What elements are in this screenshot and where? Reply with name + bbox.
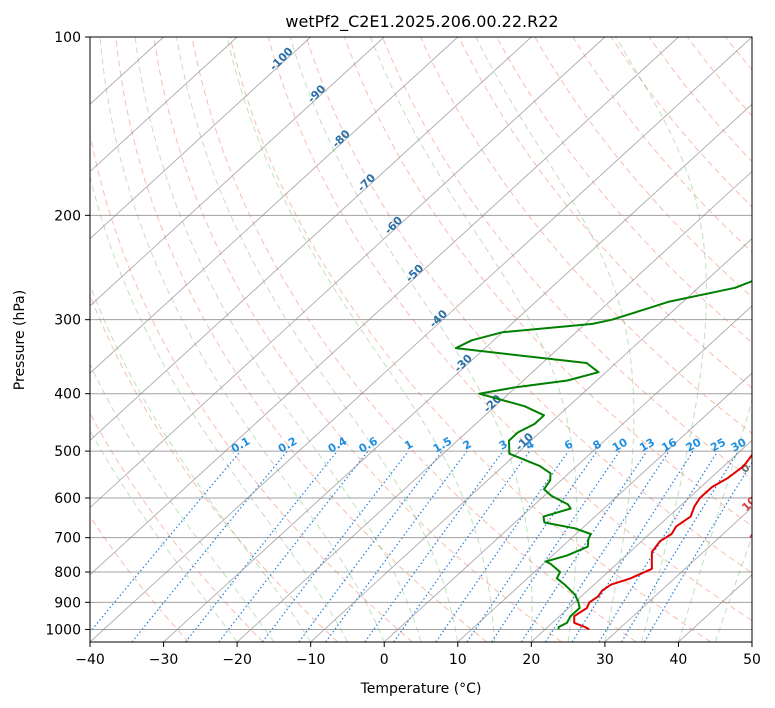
dry-adiabat xyxy=(90,412,264,642)
isotherm xyxy=(90,37,459,374)
dry-adiabat xyxy=(90,293,339,642)
moist-adiabat xyxy=(99,37,385,642)
isotherm xyxy=(90,37,532,441)
background-lines xyxy=(90,37,752,642)
y-tick-label: 100 xyxy=(54,30,81,46)
dry-adiabat xyxy=(420,37,752,435)
isotherm xyxy=(90,37,238,173)
x-tick-label: 40 xyxy=(670,652,688,668)
isotherm xyxy=(90,37,606,509)
isotherm xyxy=(90,37,752,642)
x-tick-label: 0 xyxy=(380,652,389,668)
plot-frame xyxy=(89,36,753,643)
dry-adiabat xyxy=(648,37,752,163)
dry-adiabat xyxy=(343,37,752,527)
mixing-ratio-line xyxy=(262,450,409,642)
moist-adiabat xyxy=(90,429,238,642)
x-tick-label: −10 xyxy=(296,652,326,668)
moist-adiabat xyxy=(90,174,348,642)
chart-title: wetPf2_C2E1.2025.206.00.22.R22 xyxy=(285,12,558,32)
mixing-ratio-line xyxy=(598,450,719,642)
isotherm xyxy=(90,37,385,307)
dry-adiabat xyxy=(572,37,752,253)
y-tick-label: 300 xyxy=(54,313,81,329)
mixing-ratio-line xyxy=(364,450,504,642)
dry-adiabat xyxy=(153,37,562,642)
moist-adiabat xyxy=(289,37,533,642)
mixing-ratio-line xyxy=(466,450,598,642)
y-tick-label: 200 xyxy=(54,208,81,224)
dry-adiabat xyxy=(90,131,413,642)
moist-adiabat xyxy=(370,37,578,642)
x-tick-label: 20 xyxy=(522,652,540,668)
y-axis-label: Pressure (hPa) xyxy=(12,290,28,390)
x-tick-label: 50 xyxy=(743,652,761,668)
dry-adiabat xyxy=(496,37,752,344)
x-tick-label: 30 xyxy=(596,652,614,668)
profiles xyxy=(454,280,752,631)
mixing-ratio-line xyxy=(90,450,241,634)
x-tick-label: −30 xyxy=(149,652,179,668)
x-tick-label: 10 xyxy=(449,652,467,668)
isotherm xyxy=(236,170,752,642)
mixing-ratio-line xyxy=(435,450,569,642)
y-axis: 100 200 300 400 500 600 700 800 900 1000 xyxy=(45,30,90,638)
dry-adiabat xyxy=(229,37,712,642)
dry-adiabat xyxy=(191,37,637,642)
mixing-ratio-line xyxy=(185,450,338,642)
moist-adiabat xyxy=(90,363,275,642)
moist-adiabat xyxy=(714,535,752,642)
isotherm xyxy=(457,372,752,642)
isotherm xyxy=(531,439,752,642)
mixing-ratio-line xyxy=(218,450,369,642)
y-tick-label: 600 xyxy=(54,491,81,507)
isotherm xyxy=(310,238,752,642)
x-axis-label: Temperature (°C) xyxy=(360,681,482,697)
y-tick-label: 900 xyxy=(54,595,81,611)
moist-adiabat xyxy=(475,37,635,642)
moist-adiabat xyxy=(677,398,752,642)
y-tick-label: 700 xyxy=(54,531,81,547)
mixing-ratio-line xyxy=(545,450,670,642)
moist-adiabat-label: 20 xyxy=(747,525,767,545)
isotherm xyxy=(90,37,679,576)
x-tick-label: −40 xyxy=(75,652,105,668)
x-tick-label: −20 xyxy=(222,652,252,668)
y-tick-label: 400 xyxy=(54,387,81,403)
moist-adiabat xyxy=(134,37,422,642)
dry-adiabat xyxy=(305,37,752,574)
isotherm xyxy=(90,37,311,240)
temperature-profile xyxy=(573,453,752,631)
dry-adiabat xyxy=(534,37,752,298)
moist-adiabat xyxy=(615,37,708,642)
moist-adiabat xyxy=(226,37,496,642)
isotherm xyxy=(163,103,752,642)
y-tick-label: 500 xyxy=(54,444,81,460)
x-axis: −40 −30 −20 −10 0 10 20 30 40 50 xyxy=(75,642,761,668)
dewpoint-profile xyxy=(454,280,752,630)
y-tick-label: 1000 xyxy=(45,622,81,638)
dry-adiabat xyxy=(458,37,752,389)
mixing-ratio-line xyxy=(131,450,288,642)
mixing-ratio-line xyxy=(643,461,752,642)
isotherm xyxy=(604,506,752,642)
isotherm xyxy=(383,305,752,642)
y-tick-label: 800 xyxy=(54,565,81,581)
mixing-ratio-line xyxy=(621,450,739,642)
mixing-ratio-line xyxy=(571,450,694,642)
mixing-ratio-line xyxy=(393,450,531,642)
mixing-ratio-label: 36 xyxy=(749,435,769,454)
